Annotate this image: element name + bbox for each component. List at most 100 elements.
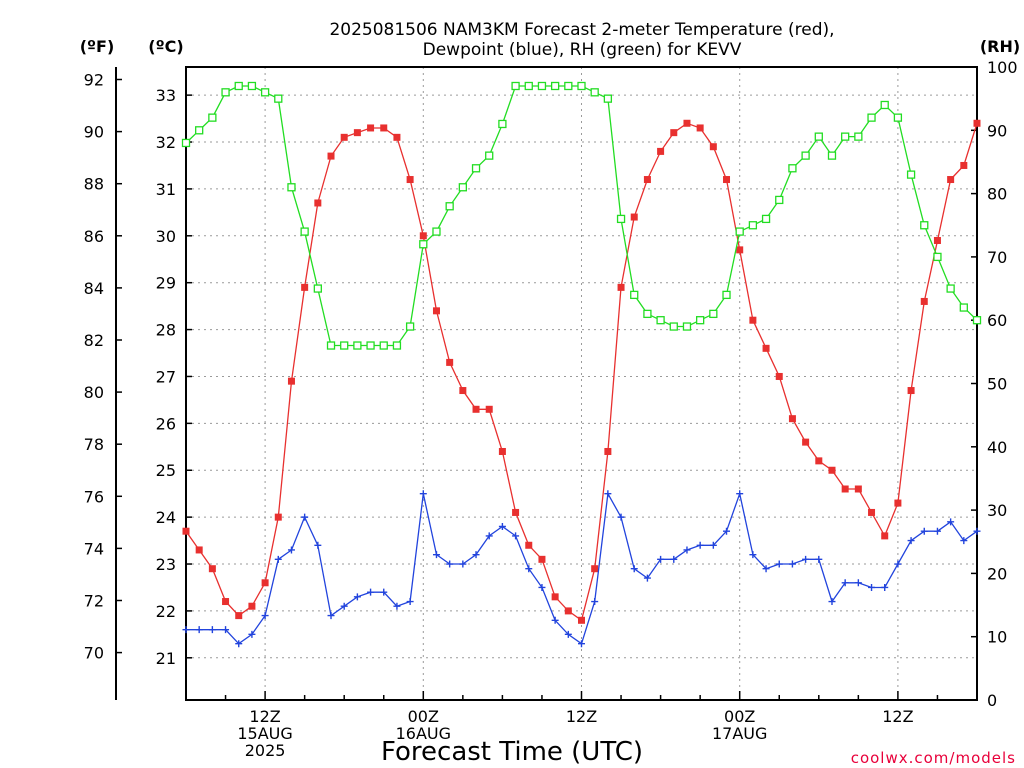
celsius-tick-label: 25 <box>156 461 176 480</box>
temperature-point <box>353 129 361 137</box>
celsius-tick-label: 24 <box>156 508 176 527</box>
dewpoint-point <box>973 527 981 535</box>
rh-point <box>471 164 481 173</box>
rh-tick-label: 40 <box>987 438 1007 457</box>
dewpoint-point <box>657 555 665 563</box>
temperature-point <box>287 377 295 385</box>
dewpoint-point <box>235 640 243 648</box>
dewpoint-point <box>538 583 546 591</box>
temperature-point <box>617 283 625 291</box>
rh-point <box>550 81 560 91</box>
temperature-point <box>815 457 823 465</box>
celsius-tick-label: 30 <box>156 227 176 246</box>
dewpoint-point <box>933 527 941 535</box>
dewpoint-point <box>327 612 335 620</box>
temperature-point <box>564 607 572 615</box>
temperature-point <box>208 565 216 573</box>
rh-point <box>722 290 731 300</box>
dewpoint-point <box>749 551 757 559</box>
rh-point <box>458 183 468 192</box>
celsius-tick-label: 29 <box>156 274 176 293</box>
temperature-point <box>512 508 520 516</box>
temperature-point <box>248 602 256 610</box>
rh-point <box>920 221 929 230</box>
temperature-point <box>393 133 401 141</box>
temperature-point <box>182 527 190 535</box>
temperature-point <box>222 598 230 606</box>
rh-point <box>814 132 823 141</box>
dewpoint-point <box>907 537 915 545</box>
plot-frame <box>185 66 978 701</box>
credit-text: coolwx.com/models <box>851 749 1016 767</box>
temperature-point <box>696 124 704 132</box>
temperature-point <box>709 143 717 151</box>
rh-point <box>893 113 903 122</box>
dewpoint-point <box>815 555 823 563</box>
x-tick-label: 2025 <box>245 741 286 760</box>
dewpoint-point <box>485 532 493 540</box>
rh-point <box>340 341 349 350</box>
rh-point <box>643 309 652 319</box>
dewpoint-point <box>775 560 783 568</box>
rh-point <box>181 138 191 148</box>
temperature-point <box>459 387 467 395</box>
rh-point <box>260 88 270 97</box>
dewpoint-point <box>723 527 731 535</box>
temperature-point <box>683 119 691 127</box>
celsius-tick-label: 23 <box>156 555 176 574</box>
dewpoint-point <box>287 546 295 554</box>
temperature-point <box>749 316 757 324</box>
dewpoint-point <box>195 626 203 634</box>
temperature-point <box>235 612 243 620</box>
dewpoint-point <box>683 546 691 554</box>
temperature-point <box>723 176 731 184</box>
rh-point <box>326 341 336 350</box>
dewpoint-point <box>643 574 651 582</box>
temperature-point <box>854 485 862 493</box>
rh-point <box>234 81 243 91</box>
rh-point <box>313 284 322 293</box>
temperature-point <box>446 358 454 366</box>
dewpoint-point <box>578 640 585 648</box>
temperature-point <box>485 405 493 413</box>
rh-point <box>366 341 375 350</box>
dewpoint-point <box>564 630 572 638</box>
dewpoint-point <box>881 583 889 591</box>
temperature-point <box>551 593 559 601</box>
dewpoint-point <box>301 513 309 521</box>
data-series <box>181 81 982 648</box>
rh-point <box>392 341 402 350</box>
rh-point <box>379 341 388 350</box>
dewpoint-point <box>551 616 559 624</box>
rh-tick-label: 80 <box>987 185 1007 204</box>
dewpoint-point <box>340 602 348 610</box>
rh-point <box>274 94 283 103</box>
rh-point <box>221 88 230 97</box>
chart-title-line1: 2025081506 NAM3KM Forecast 2-meter Tempe… <box>329 20 834 40</box>
x-axis-label: Forecast Time (UTC) <box>381 737 643 767</box>
temperature-point <box>802 438 810 446</box>
rh-point <box>511 81 520 91</box>
temperature-point <box>432 307 440 315</box>
temperature-point <box>881 532 889 540</box>
temperature-point <box>736 246 744 254</box>
x-tick-label: 00Z <box>724 707 755 726</box>
rh-point <box>419 240 428 249</box>
temperature-point <box>367 124 375 132</box>
temperature-point <box>775 372 783 380</box>
rh-tick-label: 20 <box>987 564 1007 583</box>
fahrenheit-tick-label: 72 <box>84 591 104 610</box>
x-tick-label: 16AUG <box>396 724 451 743</box>
temperature-point <box>578 616 585 624</box>
rh-point <box>788 164 797 173</box>
celsius-tick-label: 28 <box>156 321 176 340</box>
temperature-point <box>788 415 796 423</box>
dewpoint-point <box>525 565 533 573</box>
dewpoint-point <box>446 560 454 568</box>
temperature-line <box>185 122 978 622</box>
temperature-point <box>195 546 203 554</box>
rh-line <box>185 85 978 347</box>
temperature-point <box>894 499 902 507</box>
temperature-point <box>419 232 427 240</box>
temperature-point <box>314 199 322 207</box>
